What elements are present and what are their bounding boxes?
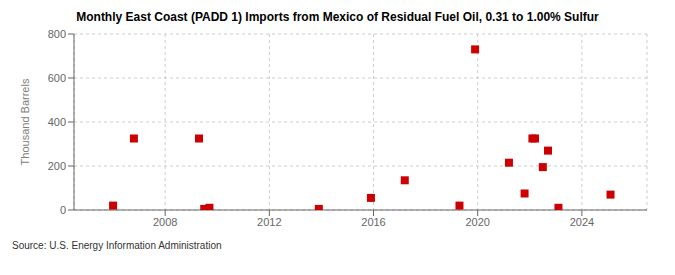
svg-text:2016: 2016 — [361, 216, 385, 228]
svg-text:2008: 2008 — [153, 216, 177, 228]
svg-text:0: 0 — [60, 204, 66, 216]
svg-text:800: 800 — [48, 28, 66, 40]
html-text:Monthly East Coast (PADD 1) Im: Monthly East Coast (PADD 1) Imports from… — [76, 10, 599, 24]
svg-text:Thousand Barrels: Thousand Barrels — [19, 78, 31, 165]
svg-text:600: 600 — [48, 72, 66, 84]
svg-text:400: 400 — [48, 116, 66, 128]
svg-text:200: 200 — [48, 160, 66, 172]
svg-text:2024: 2024 — [570, 216, 594, 228]
svg-text:2020: 2020 — [465, 216, 489, 228]
html-text:Source: U.S. Energy Informatio: Source: U.S. Energy Information Administ… — [12, 240, 222, 251]
svg-text:2012: 2012 — [257, 216, 281, 228]
